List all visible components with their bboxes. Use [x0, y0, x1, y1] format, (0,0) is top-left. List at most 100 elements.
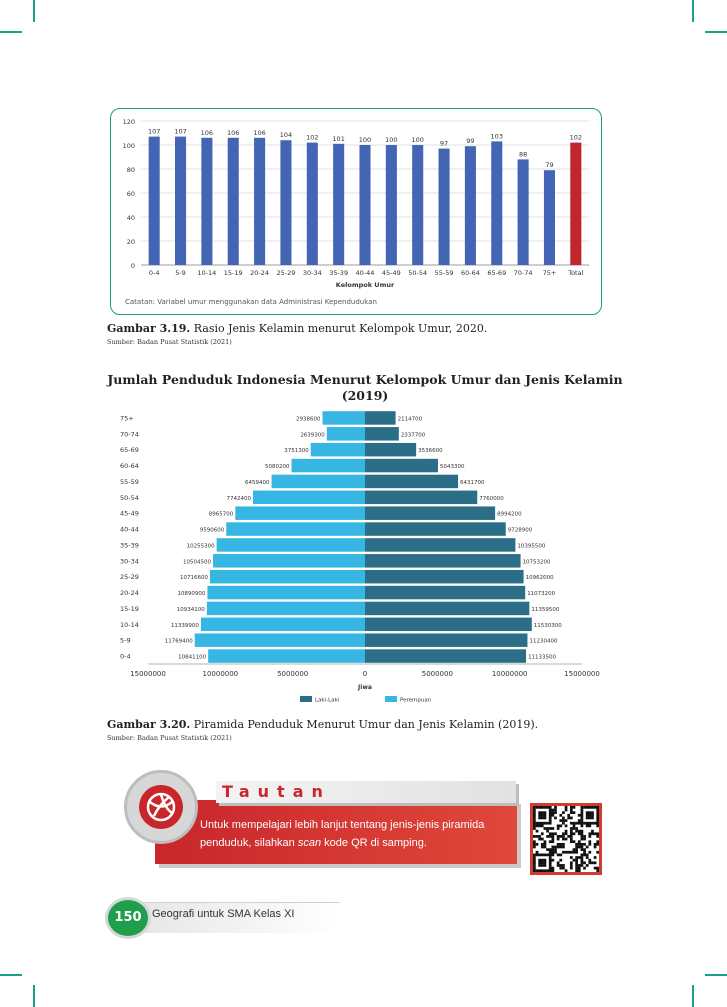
y-tick-label: 40 [127, 214, 135, 222]
male-bar-70-74 [365, 427, 399, 441]
bar-value-label: 106 [201, 129, 213, 137]
female-bar-70-74 [326, 427, 365, 441]
x-tick-label: 5-9 [175, 269, 186, 277]
x-tick-label: Total [567, 269, 583, 277]
female-bar-0-4 [208, 649, 365, 663]
female-bar-60-64 [291, 458, 365, 473]
legend-label-female: Perempuan [400, 698, 432, 704]
bar-value-label: 97 [440, 140, 448, 148]
crop-mark [0, 974, 22, 976]
female-bar-5-9 [194, 633, 365, 647]
y-tick-label: 20 [127, 238, 135, 246]
male-bar-65-69 [365, 442, 417, 457]
bar-0-4 [148, 136, 160, 265]
x-tick-label: 15000000 [130, 670, 166, 678]
female-value-label: 9590600 [200, 528, 225, 534]
caption-text: Piramida Penduduk Menurut Umur dan Jenis… [190, 718, 539, 731]
tautan-text-italic: scan [297, 837, 322, 849]
x-tick-label: 0 [363, 670, 367, 678]
male-bar-35-39 [365, 538, 516, 552]
bar-75+ [543, 170, 556, 265]
female-value-label: 10890900 [177, 591, 205, 597]
book-title: Geografi untuk SMA Kelas XI [152, 908, 295, 920]
bar-value-label: 88 [519, 150, 527, 158]
bar-35-39 [333, 143, 345, 265]
figure-caption-319: Gambar 3.19. Rasio Jenis Kelamin menurut… [107, 322, 487, 335]
female-bar-20-24 [207, 585, 365, 600]
y-tick-label: 60 [127, 190, 135, 198]
male-value-label: 8994200 [497, 512, 522, 518]
bar-value-label: 107 [148, 128, 160, 136]
page-number: 150 [105, 897, 151, 939]
tautan-text-main: Untuk mempelajari lebih lanjut tentang j… [200, 819, 485, 849]
caption-text: Rasio Jenis Kelamin menurut Kelompok Umu… [190, 322, 488, 335]
bar-value-label: 106 [227, 129, 239, 137]
age-group-label: 30-34 [120, 557, 139, 565]
figure-source-320: Sumber: Badan Pusat Statistik (2021) [107, 734, 232, 742]
bar-value-label: 103 [491, 132, 503, 140]
male-bar-45-49 [365, 506, 496, 520]
age-group-label: 20-24 [120, 589, 139, 597]
x-axis-title: Kelompok Umur [336, 281, 395, 289]
pyramid-title-line2: (2019) [341, 388, 389, 403]
x-tick-label: 20-24 [250, 269, 269, 277]
bar-5-9 [174, 136, 187, 265]
bar-50-54 [412, 145, 424, 265]
legend-swatch-male [300, 696, 312, 702]
male-bar-50-54 [365, 490, 478, 505]
pyramid-title-line1: Jumlah Penduduk Indonesia Menurut Kelomp… [107, 372, 623, 387]
age-group-label: 25-29 [120, 573, 139, 581]
male-value-label: 6431700 [460, 480, 485, 486]
bar-40-44 [359, 145, 371, 265]
x-tick-label: 5000000 [277, 670, 308, 678]
bar-value-label: 107 [174, 128, 186, 136]
footer-bar [120, 902, 340, 933]
bar-15-19 [227, 137, 239, 265]
y-tick-label: 100 [123, 142, 135, 150]
male-value-label: 3536600 [418, 448, 443, 454]
y-tick-label: 120 [123, 118, 135, 126]
tautan-text-end: kode QR di samping. [321, 837, 427, 849]
x-tick-label: 0-4 [149, 269, 160, 277]
legend-swatch-female [385, 696, 397, 702]
female-bar-30-34 [213, 554, 365, 568]
male-value-label: 10395500 [517, 543, 545, 549]
globe-icon [139, 785, 183, 829]
bar-20-24 [254, 137, 266, 265]
tautan-badge [124, 770, 198, 844]
female-value-label: 6459400 [245, 480, 270, 486]
x-tick-label: 10000000 [203, 670, 239, 678]
bar-value-label: 99 [466, 137, 474, 145]
crop-mark [692, 0, 694, 22]
bar-value-label: 100 [411, 136, 423, 144]
figure-source-319: Sumber: Badan Pusat Statistik (2021) [107, 338, 232, 346]
legend-label-male: Laki-Laki [315, 698, 340, 704]
crop-mark [705, 31, 727, 33]
qr-modules [533, 806, 600, 873]
male-bar-0-4 [365, 649, 527, 663]
bar-30-34 [306, 142, 318, 265]
female-bar-45-49 [235, 506, 365, 520]
bar-65-69 [491, 141, 503, 265]
bar-55-59 [438, 148, 450, 265]
female-value-label: 10504500 [183, 559, 211, 565]
y-tick-label: 0 [131, 262, 135, 270]
bar-value-label: 102 [306, 134, 318, 142]
qr-code-icon [533, 806, 600, 873]
male-value-label: 10962000 [526, 575, 554, 581]
x-tick-label: 55-59 [435, 269, 454, 277]
female-bar-65-69 [310, 442, 365, 457]
female-value-label: 10255300 [187, 543, 215, 549]
qr-code[interactable] [530, 803, 602, 875]
age-group-label: 65-69 [120, 446, 139, 454]
female-value-label: 10716600 [180, 575, 208, 581]
tautan-text: Untuk mempelajari lebih lanjut tentang j… [200, 816, 500, 852]
male-value-label: 9728900 [508, 528, 533, 534]
age-group-label: 55-59 [120, 478, 139, 486]
age-group-label: 70-74 [120, 430, 139, 438]
figure-caption-320: Gambar 3.20. Piramida Penduduk Menurut U… [107, 718, 538, 731]
caption-label: Gambar 3.19. [107, 322, 191, 335]
male-value-label: 10753200 [523, 559, 551, 565]
x-tick-label: 10000000 [492, 670, 528, 678]
crop-mark [692, 985, 694, 1007]
